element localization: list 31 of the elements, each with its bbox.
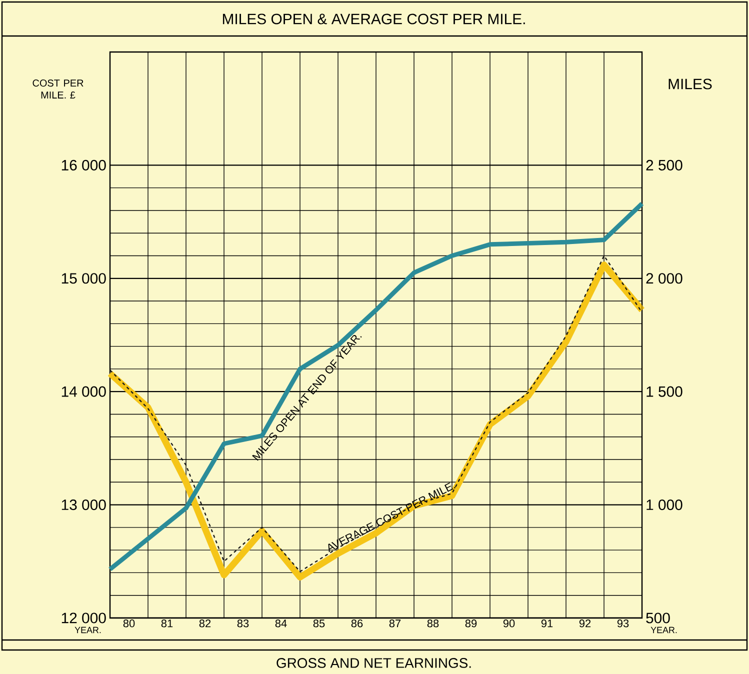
y-tick-label: 14 000 <box>62 386 106 397</box>
x-tick-label: 89 <box>465 620 477 628</box>
y2-tick-label: 2 000 <box>646 273 682 284</box>
y-tick-label: 16 000 <box>62 160 106 170</box>
x-tick-label: 81 <box>161 620 173 628</box>
text: YEAR. <box>74 626 101 634</box>
y2-tick-label: 1 500 <box>646 386 682 397</box>
y-tick-label: 12 000 <box>62 612 106 624</box>
x-tick-label: 88 <box>427 620 439 628</box>
x-tick-label: 91 <box>541 620 553 628</box>
chart-title: MILES OPEN & AVERAGE COST PER MILE. <box>222 14 525 24</box>
x-tick-label: 93 <box>617 620 629 628</box>
x-tick-label: 84 <box>275 620 287 628</box>
y2-axis-title: MILES <box>668 78 712 90</box>
x-tick-label: 87 <box>389 620 401 628</box>
x-tick-label: 86 <box>351 620 363 628</box>
y-axis-title: COST PER MILE. £ <box>32 80 84 98</box>
y2-tick-label: 500 <box>646 612 670 624</box>
y2-tick-label: 1 000 <box>646 499 682 510</box>
x-tick-label: 83 <box>237 620 249 628</box>
text: GROSS AND NET EARNINGS. <box>276 658 471 668</box>
y2-tick-label: 2 500 <box>646 160 682 170</box>
x-tick-label: 90 <box>503 620 515 628</box>
x-tick-label: 85 <box>313 620 325 628</box>
x-tick-label: 80 <box>123 620 135 628</box>
x-tick-label: 92 <box>579 620 591 628</box>
line-series <box>108 201 644 572</box>
x-axis-title: YEAR. <box>650 626 677 634</box>
y-tick-label: 13 000 <box>62 499 106 510</box>
x-tick-label: 82 <box>199 620 211 628</box>
y-tick-label: 15 000 <box>62 273 106 284</box>
